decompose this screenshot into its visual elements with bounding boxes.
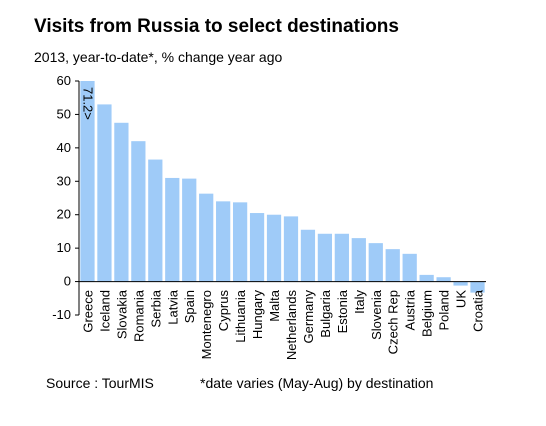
- y-tick-label: 30: [57, 173, 71, 188]
- bar: [249, 213, 265, 282]
- bar: [453, 281, 468, 286]
- x-tick-label: Serbia: [148, 289, 163, 327]
- plot-area: [80, 81, 485, 293]
- bar: [266, 214, 282, 282]
- bar: [419, 274, 434, 282]
- x-tick-label: Slovakia: [114, 289, 129, 339]
- x-tick-label: Latvia: [165, 289, 180, 324]
- x-tick-label: Hungary: [250, 290, 265, 340]
- y-tick-label: 20: [57, 207, 71, 222]
- bar: [182, 178, 197, 282]
- bar: [216, 201, 231, 282]
- value-label: 71.2>: [80, 87, 95, 120]
- x-tick-label: Bulgaria: [318, 289, 333, 337]
- x-tick-label: Poland: [437, 290, 452, 330]
- x-tick-label: Greece: [80, 290, 95, 333]
- bar: [97, 104, 112, 282]
- x-tick-label: Spain: [182, 290, 197, 323]
- source: Source : TourMIS: [46, 375, 154, 391]
- bar: [114, 122, 129, 282]
- bar: [385, 249, 400, 282]
- y-tick-label: 0: [64, 274, 71, 289]
- x-tick-label: Lithuania: [233, 289, 248, 343]
- y-tick-label: -10: [52, 307, 71, 322]
- x-tick-label: Croatia: [471, 289, 486, 332]
- bar: [131, 141, 146, 282]
- bar: [402, 253, 417, 282]
- x-tick-label: Austria: [403, 289, 418, 330]
- x-tick-label: Cyprus: [216, 290, 231, 332]
- bar: [351, 238, 366, 282]
- x-tick-label: Netherlands: [284, 290, 299, 361]
- bar: [300, 229, 316, 282]
- bar: [334, 233, 349, 282]
- bar: [165, 177, 180, 282]
- chart-title: Visits from Russia to select destination…: [34, 16, 399, 37]
- x-tick-label: Iceland: [97, 290, 112, 332]
- x-tick-label: UK: [454, 290, 469, 308]
- x-tick-label: Germany: [301, 290, 316, 344]
- bar: [148, 159, 163, 282]
- bar: [199, 193, 214, 282]
- x-tick-label: Malta: [267, 289, 282, 322]
- bar: [470, 281, 485, 293]
- x-tick-label: Czech Rep: [386, 290, 401, 354]
- x-tick-label: Slovenia: [369, 289, 384, 340]
- y-tick-label: 50: [57, 106, 71, 121]
- note: *date varies (May-Aug) by destination: [200, 375, 433, 391]
- x-tick-label: Romania: [131, 289, 146, 342]
- y-tick-label: 60: [57, 73, 71, 88]
- bar: [436, 277, 451, 282]
- bar: [317, 233, 333, 282]
- bar: [232, 202, 248, 282]
- y-tick-label: 10: [57, 240, 71, 255]
- bar: [283, 216, 299, 282]
- x-tick-label: Italy: [352, 290, 367, 314]
- chart-subtitle: 2013, year-to-date*, % change year ago: [34, 49, 282, 65]
- x-tick-label: Montenegro: [199, 290, 214, 359]
- x-tick-label: Belgium: [420, 290, 435, 337]
- bar: [80, 81, 95, 282]
- y-tick-label: 40: [57, 140, 71, 155]
- x-tick-label: Estonia: [335, 289, 350, 333]
- bar: [368, 243, 383, 282]
